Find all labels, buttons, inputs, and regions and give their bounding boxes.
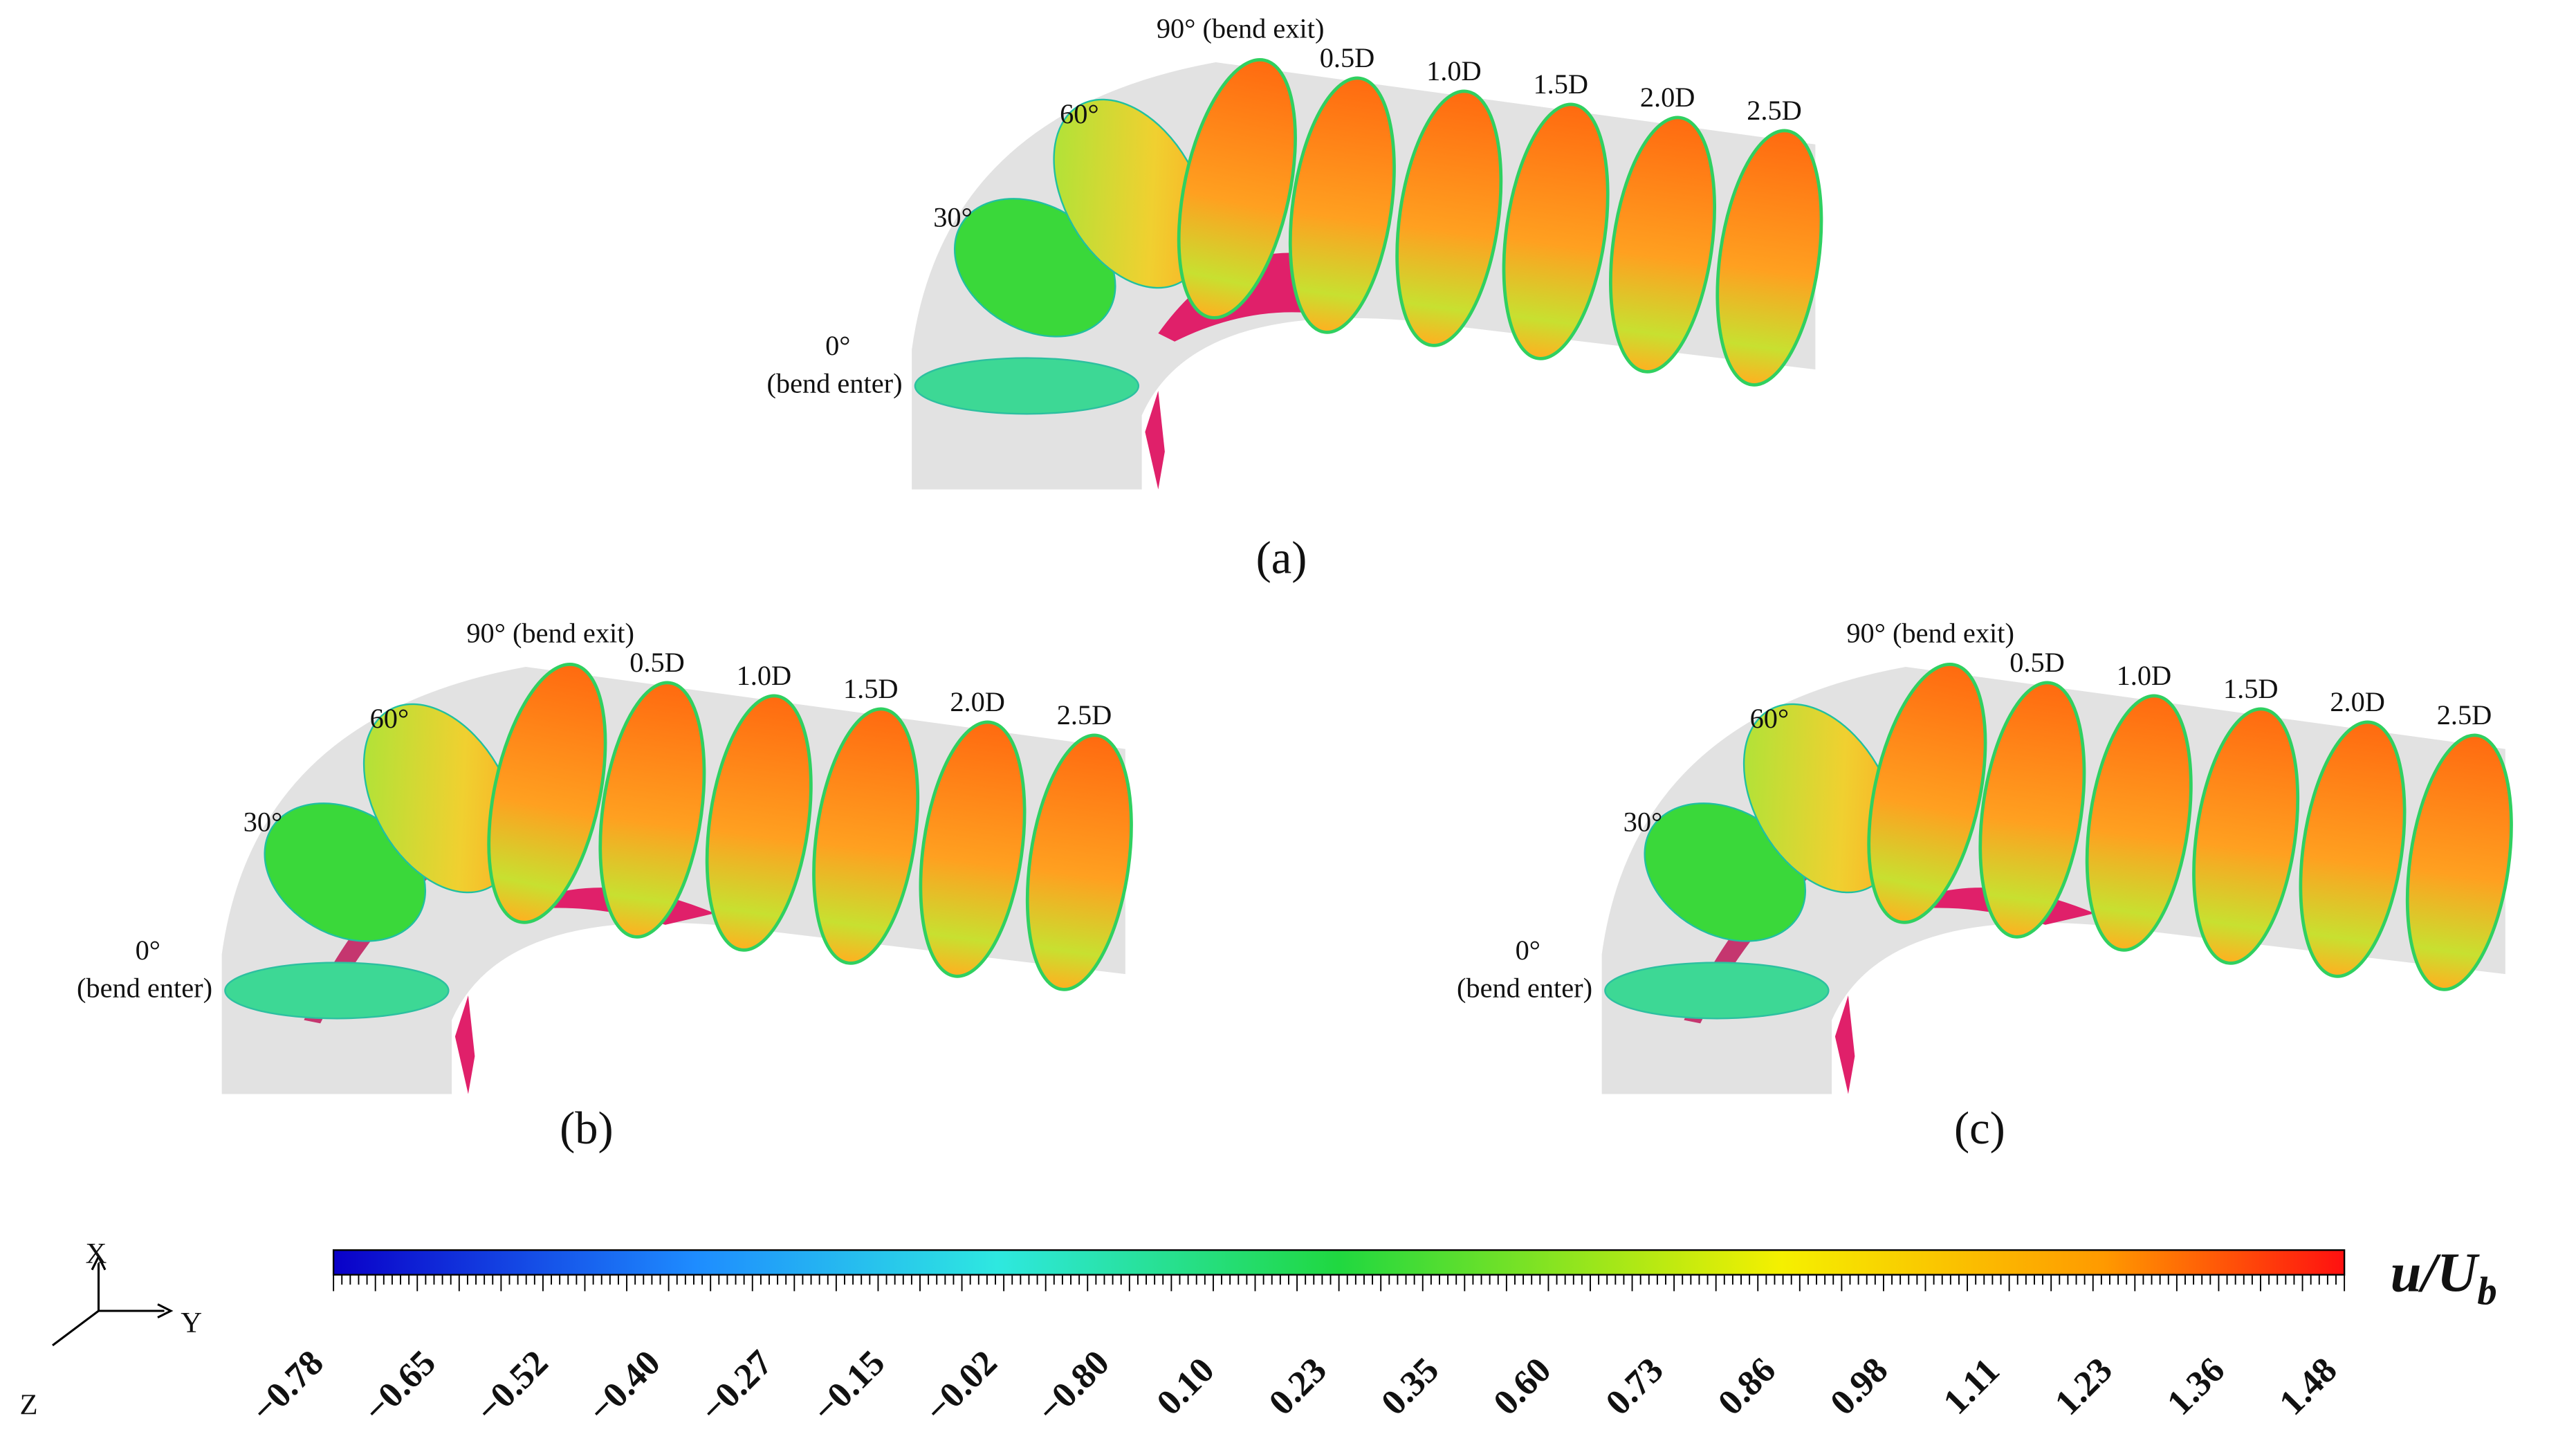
angle-label: 0° xyxy=(825,330,850,361)
station-label: 1.5D xyxy=(2223,673,2279,704)
downstream-section xyxy=(1715,129,1823,387)
angle-label: 30° xyxy=(933,202,973,233)
colorbar-tick-label: 0.23 xyxy=(1261,1350,1334,1423)
section-60deg xyxy=(362,703,518,894)
angle-label: 60° xyxy=(370,703,410,734)
downstream-section xyxy=(705,694,813,952)
colorbar-tick-label: −0.80 xyxy=(1029,1343,1117,1431)
colorbar-tick-label: −0.15 xyxy=(805,1343,893,1431)
section-60deg xyxy=(1742,703,1898,894)
angle-label: 90° (bend exit) xyxy=(1157,12,1325,44)
colorbar-tick-label: −0.65 xyxy=(356,1343,443,1431)
downstream-section xyxy=(1502,102,1610,360)
angle-label: 0° xyxy=(136,935,160,966)
station-label: 2.5D xyxy=(1057,699,1112,730)
angle-label: (bend enter) xyxy=(1457,972,1592,1003)
angle-label: 0° xyxy=(1516,935,1540,966)
colorbar-tick-label: 0.60 xyxy=(1486,1350,1559,1423)
bend-panel: 0.5D 1.0D 1.5D 2.0D 2.5D 0° (bend enter) 30° 60°… xyxy=(1457,617,2513,1094)
colorbar-tick-label: −0.27 xyxy=(692,1343,780,1431)
colorbar-tick-label: 0.35 xyxy=(1374,1350,1447,1423)
colorbar-tick-label: 1.48 xyxy=(2272,1350,2345,1423)
x-axis-label: X xyxy=(86,1238,107,1270)
downstream-section xyxy=(2085,694,2193,952)
vortex xyxy=(1834,995,1855,1094)
z-axis-label: Z xyxy=(20,1389,38,1422)
y-arrow-head xyxy=(157,1303,174,1318)
colorbar-tick-label: −0.40 xyxy=(580,1343,668,1431)
angle-label: 30° xyxy=(1623,807,1663,838)
panel-caption: (c) xyxy=(1954,1103,2005,1154)
colorbar-gradient xyxy=(332,1249,2346,1276)
z-axis-arrow xyxy=(52,1309,100,1347)
section-60deg xyxy=(1053,98,1208,289)
colorbar xyxy=(332,1249,2346,1292)
section-90deg xyxy=(487,662,607,924)
station-label: 0.5D xyxy=(2009,647,2065,678)
angle-label: 90° (bend exit) xyxy=(466,617,634,648)
station-label: 2.5D xyxy=(1747,95,1802,126)
bend-panel: 0.5D 1.0D 1.5D 2.0D 2.5D 0° (bend enter) 30° 60°… xyxy=(77,617,1133,1094)
colorbar-tick-label: −0.02 xyxy=(917,1343,1005,1431)
colorbar-tick-label: 0.10 xyxy=(1149,1350,1222,1423)
section-0deg xyxy=(914,357,1140,415)
colorbar-title-sub: b xyxy=(2477,1270,2497,1314)
y-axis-label: Y xyxy=(181,1307,202,1339)
angle-label: (bend enter) xyxy=(766,367,902,398)
vortex xyxy=(454,995,475,1094)
colorbar-tick-label: −0.52 xyxy=(468,1343,556,1431)
downstream-section xyxy=(2299,720,2407,978)
station-label: 1.5D xyxy=(843,673,899,704)
station-label: 2.0D xyxy=(950,686,1005,717)
colorbar-tick-label: 0.73 xyxy=(1598,1350,1671,1423)
colorbar-title-main: u/U xyxy=(2391,1242,2480,1304)
downstream-section xyxy=(2405,733,2513,991)
downstream-section xyxy=(1288,76,1396,334)
section-90deg xyxy=(1867,662,1987,924)
downstream-section xyxy=(2192,707,2300,965)
station-label: 0.5D xyxy=(629,647,685,678)
station-label: 1.5D xyxy=(1533,68,1588,100)
station-label: 2.5D xyxy=(2437,699,2492,730)
station-label: 0.5D xyxy=(1320,42,1375,73)
colorbar-tick-label: −0.78 xyxy=(243,1343,331,1431)
station-label: 1.0D xyxy=(2117,660,2172,691)
angle-label: 30° xyxy=(243,807,283,838)
colorbar-tick-label: 0.98 xyxy=(1823,1350,1896,1423)
colorbar-tick-label: 1.11 xyxy=(1935,1350,2007,1422)
station-label: 1.0D xyxy=(1426,55,1482,86)
downstream-section xyxy=(812,707,920,965)
station-label: 2.0D xyxy=(1640,82,1695,113)
section-0deg xyxy=(1604,962,1830,1020)
downstream-section xyxy=(1395,89,1503,347)
angle-label: (bend enter) xyxy=(77,972,212,1003)
colorbar-tick-label: 0.86 xyxy=(1710,1350,1783,1423)
angle-label: 60° xyxy=(1060,98,1099,129)
panel-caption: (a) xyxy=(1256,533,1307,584)
angle-label: 90° (bend exit) xyxy=(1846,617,2014,648)
colorbar-tick-label: 1.23 xyxy=(2047,1350,2120,1423)
colorbar-title: u/Ub xyxy=(2391,1242,2497,1314)
downstream-section xyxy=(1978,681,2086,939)
axis-triad xyxy=(52,1254,174,1347)
x-arrow-head xyxy=(91,1254,107,1271)
vortex xyxy=(1145,391,1165,490)
angle-label: 60° xyxy=(1750,703,1790,734)
section-90deg xyxy=(1177,57,1297,320)
station-label: 1.0D xyxy=(737,660,792,691)
colorbar-tick-label: 1.36 xyxy=(2160,1350,2233,1423)
section-0deg xyxy=(224,962,450,1020)
downstream-section xyxy=(919,720,1027,978)
bend-panel: 0.5D 1.0D 1.5D 2.0D 2.5D 0° (bend enter) 30° 60°… xyxy=(766,12,1823,490)
downstream-section xyxy=(1609,116,1716,374)
downstream-section xyxy=(1025,733,1133,991)
station-label: 2.0D xyxy=(2330,686,2385,717)
panel-caption: (b) xyxy=(560,1103,614,1154)
downstream-section xyxy=(598,681,706,939)
